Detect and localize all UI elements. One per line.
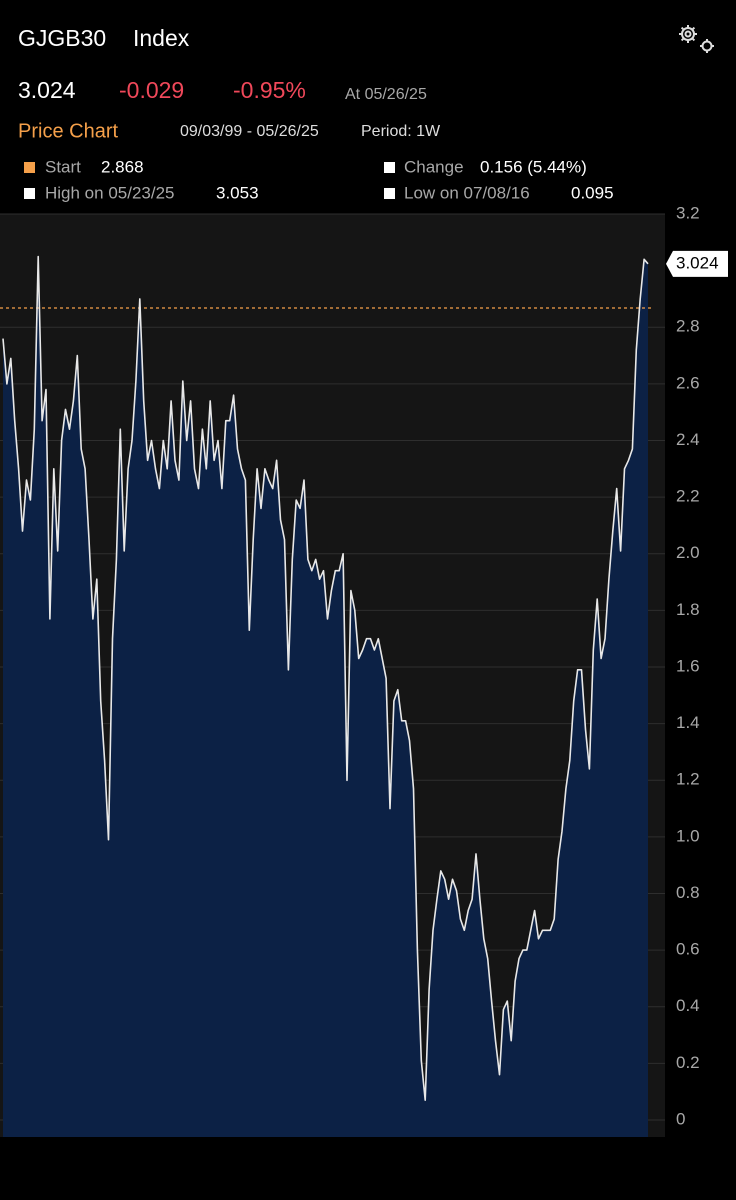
y-tick-label: 2.8 xyxy=(676,317,700,336)
y-tick-label: 0.4 xyxy=(676,996,700,1015)
last-price: 3.024 xyxy=(18,77,76,103)
change-value: 0.156 (5.44%) xyxy=(480,157,587,176)
y-tick-label: 0.8 xyxy=(676,883,700,902)
legend-swatch xyxy=(24,162,35,173)
change-label: Change xyxy=(404,157,464,176)
y-tick-label: 0.6 xyxy=(676,940,700,959)
y-tick-label: 1.4 xyxy=(676,713,700,732)
area-fill xyxy=(3,256,648,1137)
y-tick-label: 1.8 xyxy=(676,600,700,619)
last-price-tag xyxy=(666,250,728,277)
settings-icon[interactable] xyxy=(679,25,714,53)
high-label: High on 05/23/25 xyxy=(45,183,175,202)
legend-swatch xyxy=(24,188,35,199)
date-range[interactable]: 09/03/99 - 05/26/25 xyxy=(180,123,319,140)
security-type: Index xyxy=(133,25,190,51)
start-value: 2.868 xyxy=(101,157,144,176)
y-tick-label: 2.4 xyxy=(676,430,700,449)
low-label: Low on 07/08/16 xyxy=(404,183,530,202)
legend-swatch xyxy=(384,162,395,173)
plot xyxy=(0,213,665,1137)
y-tick-label: 2.0 xyxy=(676,543,700,562)
y-tick-label: 0.2 xyxy=(676,1053,700,1072)
y-tick-label: 1.6 xyxy=(676,656,700,675)
legend-swatch xyxy=(384,188,395,199)
net-change: -0.029 xyxy=(119,77,184,103)
low-value: 0.095 xyxy=(571,183,614,202)
period[interactable]: Period: 1W xyxy=(361,123,441,140)
y-tick-label: 1.2 xyxy=(676,770,700,789)
last-price-tag-label: 3.024 xyxy=(676,253,719,272)
ticker: GJGB30 xyxy=(18,25,106,51)
chart-tab[interactable]: Price Chart xyxy=(18,120,118,142)
y-tick-label: 2.6 xyxy=(676,373,700,392)
as-of-date: At 05/26/25 xyxy=(345,86,427,103)
high-value: 3.053 xyxy=(216,183,259,202)
y-tick-label: 2.2 xyxy=(676,487,700,506)
price-line xyxy=(2,255,649,1101)
start-label: Start xyxy=(45,157,81,176)
y-tick-label: 3.2 xyxy=(676,203,700,222)
y-tick-label: 1.0 xyxy=(676,826,700,845)
y-tick-label: 0 xyxy=(676,1109,685,1128)
pct-change: -0.95% xyxy=(233,77,306,103)
